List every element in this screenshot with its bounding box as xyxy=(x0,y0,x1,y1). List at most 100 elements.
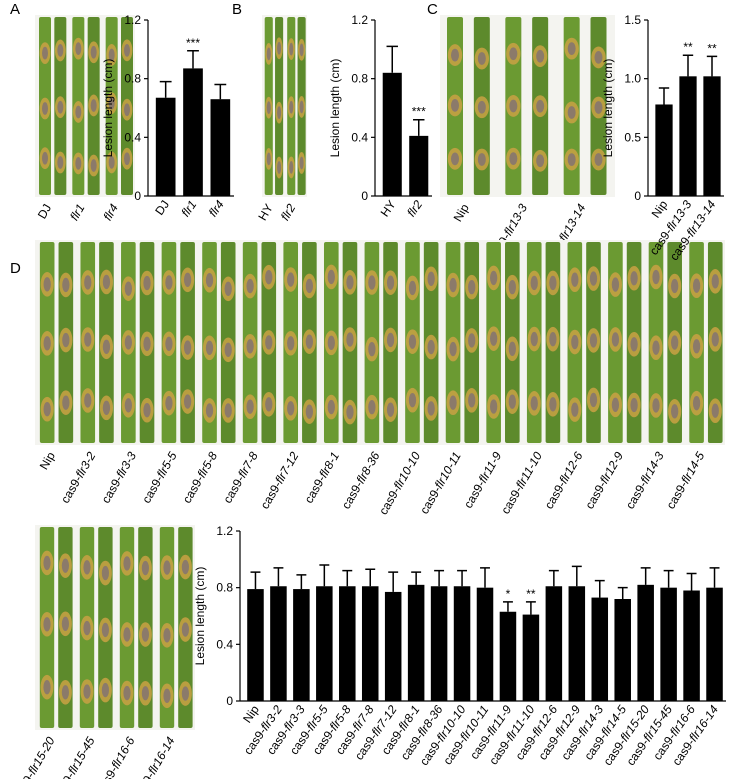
lesion-core xyxy=(477,100,486,114)
y-axis-label: Lesion length (cm) xyxy=(601,59,615,158)
error-bar xyxy=(480,567,490,588)
error-bar xyxy=(187,50,199,69)
lesion-core xyxy=(386,402,395,417)
lesion-core xyxy=(408,280,417,296)
lesion-core xyxy=(62,395,70,410)
lesion-core xyxy=(692,339,701,354)
photo-label: cas9-flr14-5 xyxy=(663,449,707,511)
photo-label: cas9-flr16-14 xyxy=(130,734,177,779)
lesion-core xyxy=(266,47,271,61)
lesion-core xyxy=(289,100,294,114)
lesion-core xyxy=(451,48,459,62)
lesion-core xyxy=(43,555,51,571)
photo-label: Nip xyxy=(451,201,472,224)
lesion-core xyxy=(368,275,376,290)
lesion-core xyxy=(589,392,598,408)
lesion-core xyxy=(102,274,111,290)
error-bar xyxy=(342,569,353,587)
error-bar xyxy=(413,118,425,136)
lesion-core xyxy=(124,398,133,413)
lesion-core xyxy=(305,278,314,294)
lesion-core xyxy=(124,152,130,166)
error-bar xyxy=(457,569,468,587)
lesion-core xyxy=(265,270,273,285)
lesion-core xyxy=(711,274,719,289)
y-tick-label: 0 xyxy=(634,189,641,203)
bar xyxy=(361,586,379,701)
lesion-core xyxy=(305,334,314,349)
error-bar xyxy=(709,567,720,588)
lesion-core xyxy=(530,275,538,291)
bar xyxy=(407,584,425,701)
lesion-core xyxy=(489,270,498,286)
lesion-core xyxy=(183,272,192,287)
lesion-core xyxy=(43,277,51,292)
lesion-core xyxy=(205,340,214,356)
lesion-core xyxy=(449,395,457,410)
photo-label: cas9-flr15-45 xyxy=(50,734,97,779)
bar xyxy=(614,599,631,701)
lesion-core xyxy=(536,99,545,113)
lesion-core xyxy=(277,161,282,174)
error-bar xyxy=(571,565,582,587)
lesion-core xyxy=(571,334,579,350)
lesion-core xyxy=(299,43,304,57)
photo-label: cas9-flr8-1 xyxy=(302,450,342,506)
error-bar xyxy=(640,567,651,585)
significance: *** xyxy=(412,105,426,119)
x-tick-label: flr2 xyxy=(404,197,425,219)
lesion-core xyxy=(101,622,109,638)
lesion-core xyxy=(83,560,91,575)
photo-label: cas9-flr16-6 xyxy=(94,734,138,779)
lesion-core xyxy=(489,399,498,414)
lesion-core xyxy=(163,628,171,643)
photo-label: cas9-flr5-5 xyxy=(139,449,180,505)
lesion-core xyxy=(594,101,603,114)
y-tick-label: 1.5 xyxy=(624,13,641,27)
error-bar xyxy=(548,569,559,587)
photo-label: cas9-flr5-8 xyxy=(180,449,221,505)
lesion-core xyxy=(477,153,486,166)
bar xyxy=(679,76,697,196)
lesion-core xyxy=(427,271,435,286)
lesion-core xyxy=(671,278,679,294)
bar xyxy=(453,586,471,701)
lesion-core xyxy=(101,682,109,698)
y-tick-label: 1.2 xyxy=(351,13,368,27)
lesion-core xyxy=(567,106,576,119)
photo-label: HY xyxy=(255,202,275,223)
bar xyxy=(476,587,494,701)
lesion-core xyxy=(536,154,545,168)
lesion-core xyxy=(652,340,660,355)
lesion-core xyxy=(277,41,282,55)
error-bar xyxy=(525,601,536,615)
lesion-core xyxy=(287,336,295,351)
lesion-core xyxy=(42,102,48,115)
lesion-core xyxy=(277,106,282,119)
photo-label: cas9-flr7-12 xyxy=(258,449,302,511)
lesion-core xyxy=(509,99,518,113)
lesion-core xyxy=(57,100,64,114)
lesion-core xyxy=(386,332,395,348)
lesion-core xyxy=(299,156,304,170)
error-bar xyxy=(663,569,674,588)
lesion-core xyxy=(90,45,97,59)
lesion-core xyxy=(530,396,538,411)
significance: ** xyxy=(526,587,536,601)
error-bar xyxy=(296,574,307,590)
x-tick-label: DJ xyxy=(152,198,172,218)
panel-label: D xyxy=(10,260,21,277)
lesion-core xyxy=(246,278,254,294)
bar xyxy=(660,587,677,701)
y-tick-label: 0.8 xyxy=(124,72,141,86)
y-axis-label: Lesion length (cm) xyxy=(101,59,115,158)
significance: *** xyxy=(186,36,200,50)
lesion-core xyxy=(299,100,304,114)
lesion-core xyxy=(509,47,518,61)
x-tick-label: flr1 xyxy=(178,198,199,220)
significance: ** xyxy=(707,41,717,55)
error-bar xyxy=(617,586,628,599)
lesion-core xyxy=(141,686,149,701)
photo-label: flr1 xyxy=(67,202,87,223)
lesion-core xyxy=(102,400,111,416)
